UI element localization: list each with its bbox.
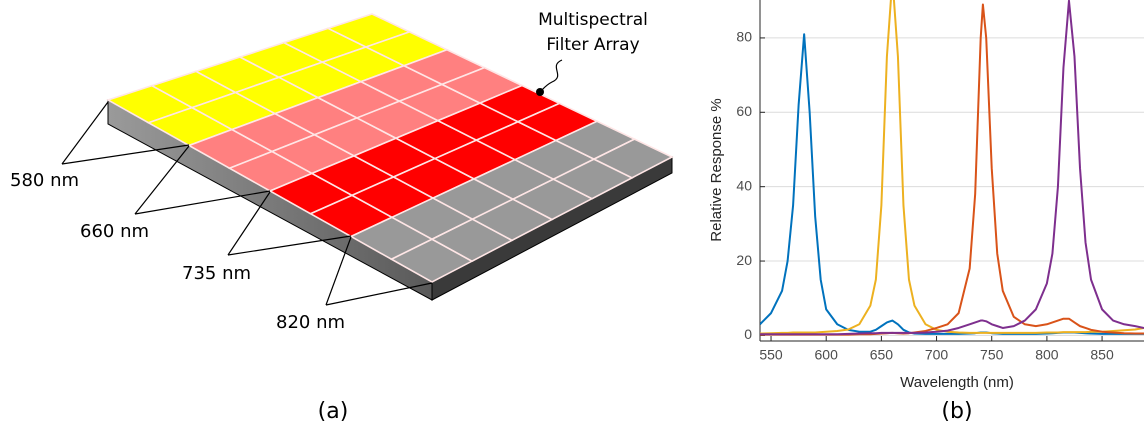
series-line: [760, 3, 1144, 336]
band-label: 580 nm: [10, 170, 79, 191]
x-axis-label: Wavelength (nm): [900, 374, 1014, 391]
leader-line: [227, 191, 271, 256]
band-label: 735 nm: [182, 263, 251, 284]
leader-line: [61, 101, 109, 165]
y-tick-label: 0: [744, 326, 752, 342]
filter-cells: [106, 13, 674, 283]
x-tick-label: 700: [925, 347, 949, 363]
annotation-pointer: [539, 59, 563, 93]
x-tick-label: 800: [1035, 347, 1059, 363]
filter-cell: [592, 138, 674, 179]
x-tick-label: 750: [980, 347, 1004, 363]
caption: (a): [318, 399, 349, 424]
series-line: [760, 0, 1144, 336]
x-tick-label: 850: [1090, 347, 1114, 363]
plot-area: [760, 0, 1144, 336]
y-tick-label: 40: [736, 177, 752, 193]
annotation: Multispectral: [538, 10, 648, 30]
x-tick-label: 550: [759, 347, 783, 363]
caption: (b): [941, 399, 972, 424]
y-tick-label: 80: [736, 29, 752, 45]
annotation: Filter Array: [546, 35, 639, 55]
series-line: [760, 0, 1144, 335]
x-tick-label: 650: [870, 347, 894, 363]
y-tick-label: 20: [736, 252, 752, 268]
leader-line: [134, 145, 190, 215]
leader-line: [325, 236, 352, 306]
y-tick-label: 60: [736, 103, 752, 119]
band-label: 660 nm: [80, 221, 149, 242]
series-line: [760, 33, 1144, 335]
band-label: 820 nm: [276, 312, 345, 333]
x-tick-label: 600: [815, 347, 839, 363]
annotation-dot: [536, 88, 544, 96]
leader-line: [134, 190, 271, 215]
response-chart: Relative Response % Wavelength (nm) (b) …: [708, 0, 1144, 424]
filter-array-diagram: 580 nm 660 nm 735 nm 820 nm Multispectra…: [10, 10, 674, 424]
y-axis-label: Relative Response %: [708, 98, 725, 241]
leader-line: [227, 235, 352, 256]
leader-line: [325, 282, 433, 306]
leader-line: [61, 144, 190, 165]
